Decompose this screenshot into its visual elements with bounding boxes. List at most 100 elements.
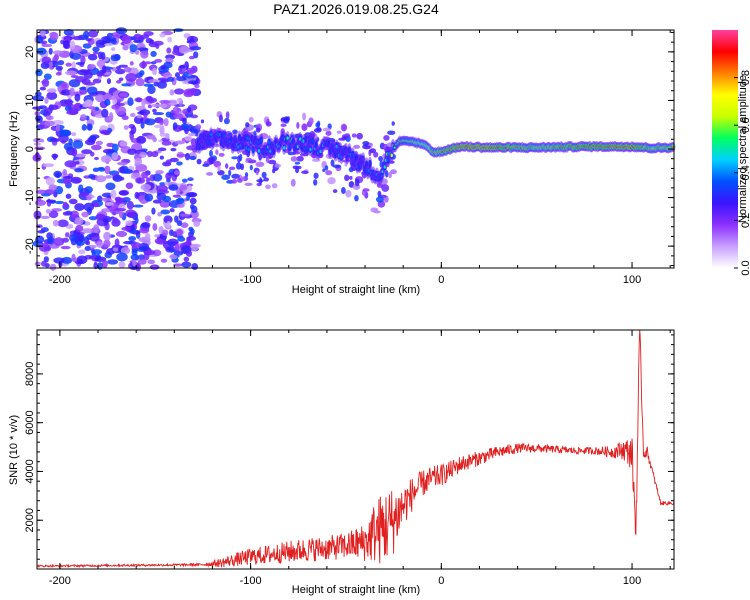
- spectrogram-scatter-cell: [354, 178, 360, 187]
- spectrogram-scatter-cell: [327, 177, 336, 185]
- spectrogram-y-tick-label: -20: [24, 238, 36, 254]
- spectrogram-scatter-cell: [231, 178, 238, 184]
- spectrogram-noise-cell: [173, 263, 183, 267]
- spectrogram-ridge-core: [260, 138, 263, 143]
- spectrogram-scatter-cell: [344, 174, 350, 182]
- spectrogram-noise-cell: [125, 72, 137, 82]
- spectrogram-noise-cell: [74, 93, 81, 102]
- spectrogram-noise-cell: [179, 64, 186, 69]
- snr-series-layer: [36, 329, 675, 569]
- snr-y-tick-label: 8000: [24, 362, 36, 386]
- spectrogram-noise-cell: [157, 80, 168, 89]
- spectrogram-heatmap: [32, 27, 676, 272]
- spectrogram-noise-cell: [62, 176, 73, 180]
- spectrogram-noise-cell: [183, 72, 189, 77]
- spectrogram-noise-cell: [33, 210, 42, 220]
- spectrogram-noise-cell: [173, 170, 180, 176]
- spectrogram-noise-cell: [49, 31, 59, 41]
- snr-x-axis: -200 -100 0 100: [49, 330, 671, 587]
- spectrogram-noise-cell: [85, 99, 94, 107]
- colorbar: 0.0 0.2 0.4 0.6 0.8 Normalized spectral ampl…: [712, 30, 750, 276]
- spectrogram-noise-cell: [165, 172, 172, 180]
- spectrogram-noise-cell: [62, 40, 70, 49]
- spectrogram-noise-cell: [100, 129, 110, 135]
- spectrogram-noise-cell: [139, 226, 150, 234]
- spectrogram-scatter-cell: [196, 158, 202, 165]
- spectrogram-noise-cell: [194, 84, 200, 89]
- spectrogram-noise-cell: [95, 175, 107, 183]
- spectrogram-noise-cell: [52, 138, 60, 143]
- spectrogram-scatter-cell: [231, 173, 240, 179]
- spectrogram-noise-cell: [32, 95, 45, 102]
- spectrogram-noise-cell: [121, 34, 132, 44]
- spectrogram-noise-cell: [163, 117, 169, 127]
- spectrogram-noise-cell: [181, 261, 192, 268]
- spectrogram-scatter-cell: [255, 127, 261, 133]
- spectrogram-noise-cell: [95, 93, 105, 103]
- spectrogram-x-tick-label: 100: [623, 274, 641, 286]
- spectrogram-noise-cell: [97, 51, 103, 60]
- spectrogram-scatter-cell: [322, 168, 326, 173]
- spectrogram-noise-cell: [96, 59, 106, 68]
- spectrogram-noise-cell: [106, 78, 112, 85]
- spectrogram-noise-cell: [55, 71, 62, 76]
- spectrogram-noise-cell: [152, 108, 157, 113]
- snr-x-axis-title: Height of straight line (km): [292, 584, 420, 596]
- spectrogram-noise-cell: [163, 215, 173, 224]
- spectrogram-noise-cell: [151, 151, 159, 158]
- snr-x-tick-label: -200: [49, 575, 71, 587]
- spectrogram-noise-cell: [176, 203, 185, 208]
- snr-x-tick-label: 100: [623, 575, 641, 587]
- spectrogram-noise-cell: [187, 177, 194, 182]
- spectrogram-noise-cell: [182, 118, 187, 125]
- spectrogram-noise-cell: [45, 115, 54, 121]
- spectrogram-noise-cell: [88, 106, 97, 110]
- spectrogram-noise-cell: [89, 233, 100, 242]
- spectrogram-noise-cell: [75, 76, 87, 83]
- spectrogram-noise-cell: [147, 259, 156, 265]
- spectrogram-scatter-cell: [272, 168, 276, 174]
- spectrogram-noise-cell: [189, 244, 199, 252]
- spectrogram-scatter-cell: [391, 121, 395, 126]
- spectrogram-scatter-cell: [336, 130, 342, 134]
- spectrogram-noise-cell: [35, 68, 43, 77]
- spectrogram-noise-cell: [189, 197, 197, 205]
- spectrogram-noise-cell: [164, 133, 170, 140]
- spectrogram-noise-cell: [150, 61, 157, 65]
- spectrogram-noise-cell: [43, 107, 53, 115]
- spectrogram-noise-cell: [193, 220, 201, 227]
- spectrogram-scatter-cell: [261, 171, 267, 179]
- spectrogram-noise-cell: [84, 246, 91, 252]
- spectrogram-scatter-cell: [290, 156, 298, 162]
- spectrogram-noise-cell: [62, 201, 69, 209]
- spectrogram-noise-cell: [115, 27, 128, 34]
- colorbar-axis: 0.0 0.2 0.4 0.6 0.8: [734, 70, 750, 276]
- spectrogram-noise-cell: [154, 234, 161, 238]
- spectrogram-noise-cell: [85, 240, 91, 246]
- spectrogram-noise-cell: [83, 71, 93, 79]
- spectrogram-noise-cell: [107, 259, 119, 265]
- spectrogram-noise-cell: [159, 155, 164, 160]
- spectrogram-scatter-cell: [206, 172, 214, 176]
- spectrogram-noise-cell: [52, 153, 57, 161]
- spectrogram-noise-cell: [140, 199, 147, 204]
- spectrogram-noise-cell: [105, 201, 114, 206]
- spectrogram-scatter-cell: [263, 177, 269, 182]
- spectrogram-scatter-cell: [378, 155, 383, 162]
- spectrogram-noise-cell: [57, 219, 69, 228]
- spectrogram-scatter-cell: [296, 165, 302, 170]
- spectrogram-noise-cell: [134, 97, 143, 103]
- spectrogram-noise-cell: [125, 182, 134, 190]
- spectrogram-noise-cell: [70, 176, 82, 184]
- spectrogram-noise-cell: [62, 211, 70, 216]
- spectrogram-noise-cell: [71, 253, 76, 262]
- spectrogram-ridge-core: [209, 132, 213, 137]
- spectrogram-ridge-core: [200, 142, 203, 147]
- spectrogram-ridge-core: [390, 153, 393, 158]
- spectrogram-scatter-cell: [302, 123, 307, 131]
- spectrogram-noise-cell: [86, 196, 92, 201]
- spectrogram-y-axis: -20 -10 0 10 20: [24, 31, 674, 267]
- spectrogram-noise-cell: [111, 47, 116, 52]
- spectrogram-noise-cell: [159, 33, 166, 38]
